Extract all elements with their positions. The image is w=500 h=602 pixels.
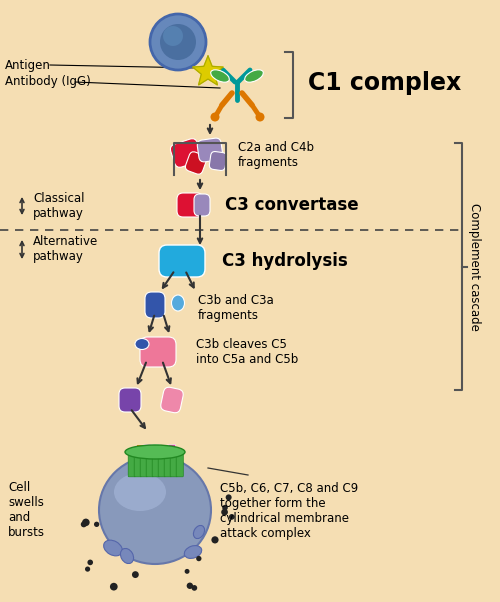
FancyBboxPatch shape: [159, 245, 205, 277]
Circle shape: [192, 585, 197, 591]
Text: C1 complex: C1 complex: [308, 71, 461, 95]
FancyBboxPatch shape: [168, 444, 175, 453]
Circle shape: [222, 505, 228, 510]
Ellipse shape: [194, 526, 204, 539]
Circle shape: [150, 14, 206, 70]
FancyBboxPatch shape: [119, 388, 141, 412]
FancyBboxPatch shape: [144, 444, 152, 453]
Circle shape: [88, 560, 93, 565]
FancyBboxPatch shape: [177, 193, 203, 217]
Circle shape: [82, 518, 90, 526]
FancyBboxPatch shape: [146, 452, 154, 477]
FancyBboxPatch shape: [160, 444, 168, 453]
Circle shape: [81, 521, 86, 527]
Circle shape: [94, 522, 100, 527]
FancyBboxPatch shape: [152, 452, 160, 477]
FancyBboxPatch shape: [136, 444, 143, 453]
Ellipse shape: [172, 295, 184, 311]
FancyBboxPatch shape: [170, 452, 177, 477]
Circle shape: [163, 26, 183, 46]
Text: Classical
pathway: Classical pathway: [33, 192, 84, 220]
FancyBboxPatch shape: [140, 452, 147, 477]
FancyBboxPatch shape: [186, 152, 206, 174]
FancyBboxPatch shape: [152, 444, 160, 453]
Text: C3b cleaves C5
into C5a and C5b: C3b cleaves C5 into C5a and C5b: [196, 338, 298, 366]
Text: Alternative
pathway: Alternative pathway: [33, 235, 98, 263]
Circle shape: [186, 583, 193, 589]
Text: C5b, C6, C7, C8 and C9
together form the
cylindrical membrane
attack complex: C5b, C6, C7, C8 and C9 together form the…: [220, 482, 358, 540]
Circle shape: [160, 24, 196, 60]
Text: Antibody (IgG): Antibody (IgG): [5, 75, 91, 88]
Text: C3b and C3a
fragments: C3b and C3a fragments: [198, 294, 274, 322]
FancyBboxPatch shape: [194, 194, 210, 216]
Ellipse shape: [125, 445, 185, 459]
FancyBboxPatch shape: [170, 138, 202, 167]
Circle shape: [221, 509, 228, 515]
Ellipse shape: [135, 338, 149, 350]
Circle shape: [132, 571, 139, 578]
Circle shape: [184, 569, 190, 574]
Text: Cell
swells
and
bursts: Cell swells and bursts: [8, 481, 45, 539]
FancyBboxPatch shape: [210, 152, 226, 170]
Circle shape: [110, 583, 118, 591]
Ellipse shape: [184, 545, 202, 559]
Text: Antigen: Antigen: [5, 58, 51, 72]
Circle shape: [196, 556, 202, 561]
Ellipse shape: [120, 548, 134, 563]
Circle shape: [229, 514, 234, 520]
FancyBboxPatch shape: [164, 452, 172, 477]
FancyBboxPatch shape: [176, 452, 184, 477]
Ellipse shape: [104, 540, 122, 556]
Ellipse shape: [210, 70, 230, 82]
FancyBboxPatch shape: [140, 337, 176, 367]
Text: C3 convertase: C3 convertase: [225, 196, 358, 214]
Circle shape: [210, 113, 220, 122]
FancyBboxPatch shape: [134, 452, 141, 477]
Text: C2a and C4b
fragments: C2a and C4b fragments: [238, 141, 314, 169]
Polygon shape: [193, 56, 223, 85]
FancyBboxPatch shape: [158, 452, 166, 477]
FancyBboxPatch shape: [128, 452, 136, 477]
Ellipse shape: [244, 70, 264, 82]
Circle shape: [212, 536, 218, 544]
Text: C3 hydrolysis: C3 hydrolysis: [222, 252, 348, 270]
FancyBboxPatch shape: [145, 292, 165, 318]
Circle shape: [256, 113, 264, 122]
Ellipse shape: [99, 456, 211, 564]
Circle shape: [226, 494, 232, 500]
FancyBboxPatch shape: [161, 387, 183, 413]
FancyBboxPatch shape: [198, 138, 222, 162]
Text: Complement cascade: Complement cascade: [468, 202, 481, 330]
Circle shape: [85, 566, 90, 572]
Ellipse shape: [114, 473, 166, 511]
